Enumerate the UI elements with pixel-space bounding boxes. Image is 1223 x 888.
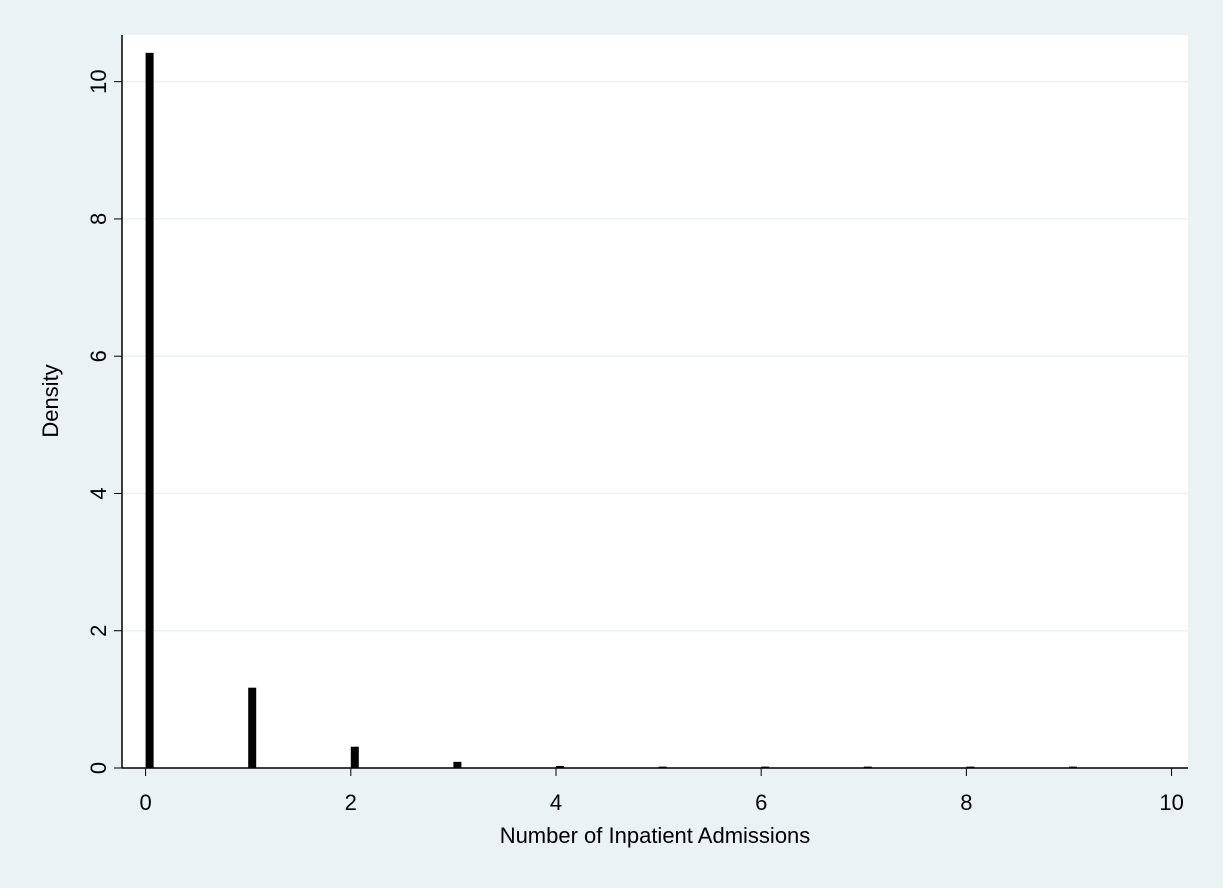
y-tick-label: 2 [86,625,111,637]
x-tick-label: 0 [139,790,151,815]
x-axis-label: Number of Inpatient Admissions [500,823,811,848]
bar [145,52,154,769]
y-axis-label: Density [38,364,63,437]
bar [555,765,564,768]
y-tick-label: 4 [86,487,111,499]
bar [248,687,257,768]
y-tick-label: 0 [86,762,111,774]
x-tick-label: 8 [960,790,972,815]
x-tick-label: 6 [755,790,767,815]
x-tick-label: 4 [550,790,562,815]
plot-area [122,35,1188,768]
y-tick-label: 10 [86,69,111,93]
y-tick-label: 6 [86,350,111,362]
bar [453,761,462,768]
x-tick-label: 10 [1159,790,1183,815]
y-tick-label: 8 [86,213,111,225]
bar [350,746,359,768]
x-tick-label: 2 [345,790,357,815]
